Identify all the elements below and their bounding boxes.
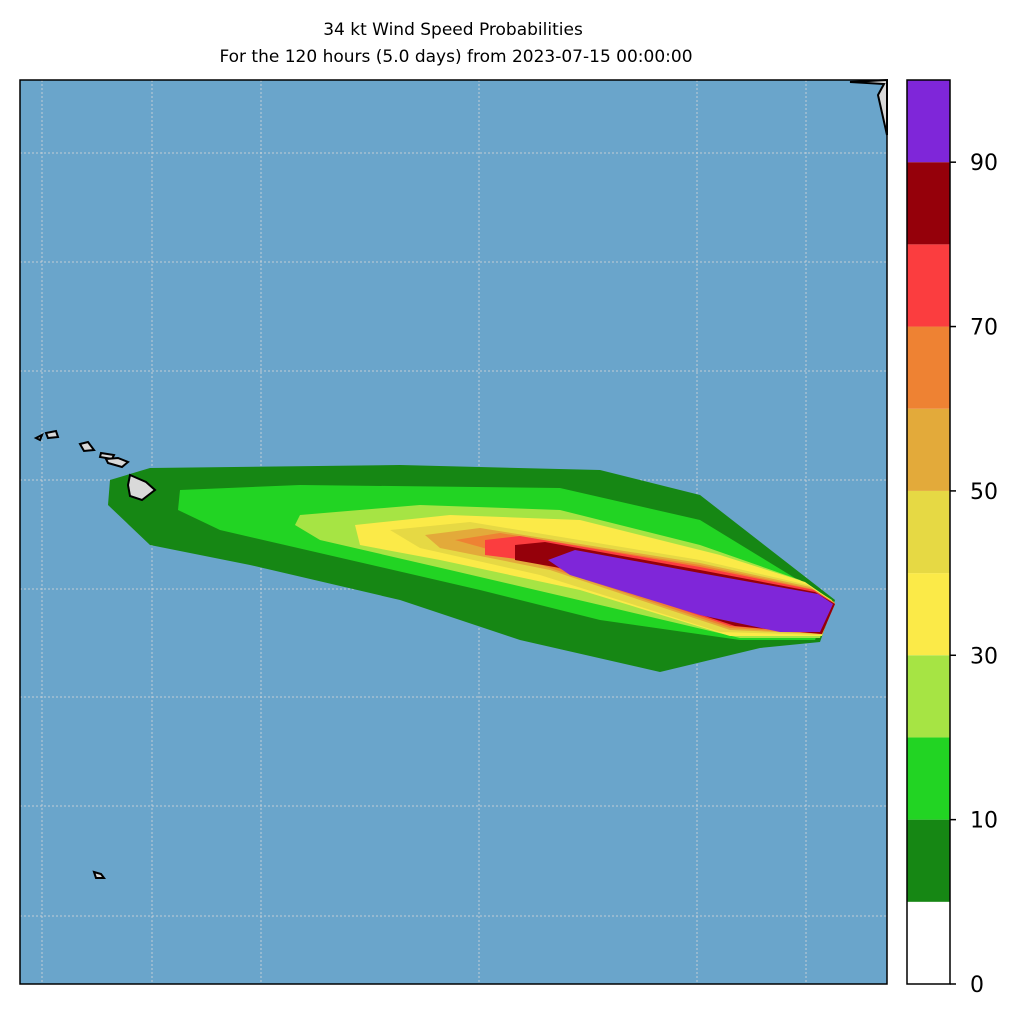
colorbar-band (907, 819, 950, 902)
colorbar-band (907, 655, 950, 738)
colorbar-band (907, 573, 950, 656)
coastline (44, 429, 60, 440)
colorbar-band (907, 408, 950, 491)
colorbar-tick-label: 10 (970, 809, 998, 834)
colorbar-band (907, 80, 950, 163)
colorbar-band (907, 244, 950, 327)
coastline (126, 473, 157, 502)
coastline (92, 870, 106, 879)
colorbar-tick-label: 70 (970, 316, 998, 341)
colorbar-tick-label: 0 (970, 973, 984, 998)
probability-contour (548, 550, 833, 632)
colorbar-band (907, 326, 950, 409)
colorbar-frame (906, 79, 951, 985)
colorbar-band (907, 901, 950, 984)
colorbar-tick-label: 50 (970, 480, 998, 505)
colorbar-tick-label: 30 (970, 644, 998, 669)
colorbar-band (907, 162, 950, 245)
map-title: 34 kt Wind Speed Probabilities (323, 20, 583, 40)
colorbar-band (907, 737, 950, 820)
coastline (104, 456, 130, 469)
colorbar-band (907, 490, 950, 574)
colorbar-tick-label: 90 (970, 151, 998, 176)
coastline (78, 440, 96, 453)
map-frame (19, 79, 888, 985)
map-subtitle: For the 120 hours (5.0 days) from 2023-0… (219, 47, 692, 67)
coastline (33, 432, 44, 442)
